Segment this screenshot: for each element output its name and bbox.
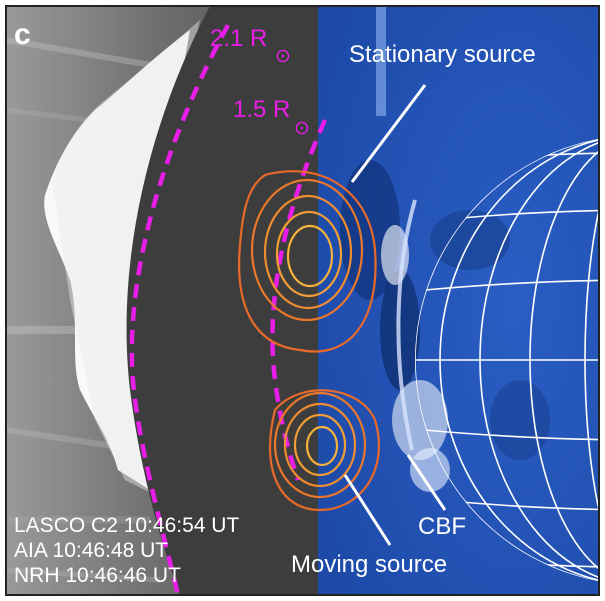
radius-label-outer: 2.1 R ⊙ — [210, 25, 291, 67]
aia-column — [376, 6, 386, 116]
timestamps: LASCO C2 10:46:54 UT AIA 10:46:48 UT NRH… — [14, 514, 239, 587]
stationary-source-label: Stationary source — [349, 41, 536, 68]
cbf-pointer — [406, 454, 447, 511]
timestamp-aia: AIA 10:46:48 UT — [14, 539, 168, 562]
sun-symbol-icon: ⊙ — [275, 46, 291, 67]
frame-border — [5, 5, 600, 596]
radius-1.5-circle — [270, 119, 328, 481]
solar-limb — [396, 199, 417, 451]
sun-symbol-icon: ⊙ — [294, 118, 310, 139]
stationary-source-contours — [238, 170, 377, 353]
radius-circles — [129, 23, 328, 595]
radius-inner-value: 1.5 R — [233, 96, 290, 123]
timestamp-nrh: NRH 10:46:46 UT — [14, 564, 181, 587]
radius-label-inner: 1.5 R ⊙ — [233, 96, 310, 139]
stationary-pointer — [350, 84, 427, 183]
pointer-lines — [343, 84, 447, 546]
cbf-label: CBF — [418, 513, 466, 540]
panel-label: c — [14, 18, 31, 51]
moving-source-label: Moving source — [291, 551, 447, 578]
aia-features — [340, 160, 550, 492]
moving-pointer — [343, 474, 392, 546]
radius-outer-value: 2.1 R — [210, 25, 267, 52]
moving-source-contours — [268, 389, 381, 512]
timestamp-lasco: LASCO C2 10:46:54 UT — [14, 514, 239, 537]
radius-2.1-circle — [129, 23, 230, 595]
